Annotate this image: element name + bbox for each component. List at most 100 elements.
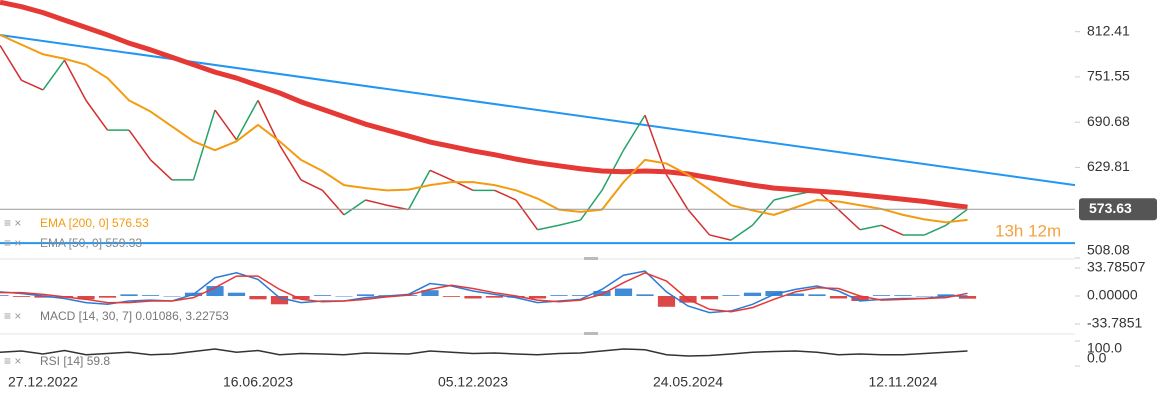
price-segment xyxy=(42,59,66,91)
histogram-bar xyxy=(937,294,955,296)
price-segment xyxy=(515,199,539,231)
histogram-bar xyxy=(614,288,633,296)
histogram-bar xyxy=(98,296,117,298)
histogram-bar xyxy=(163,296,181,297)
price-segment xyxy=(300,179,323,192)
x-tick-label: 12.11.2024 xyxy=(868,374,937,390)
price-segment xyxy=(214,109,238,141)
x-tick-label: 05.12.2023 xyxy=(438,374,508,390)
legend-icon: ≡ × xyxy=(4,216,21,230)
y-tick-label: 33.78507 xyxy=(1087,259,1146,275)
histogram-bar xyxy=(851,296,869,301)
histogram-bar xyxy=(249,296,267,300)
price-segment xyxy=(343,199,366,216)
histogram-bar xyxy=(0,295,9,296)
histogram-bar xyxy=(356,294,375,296)
histogram-bar xyxy=(872,295,891,296)
histogram-bar xyxy=(528,296,547,299)
price-segment xyxy=(773,194,796,201)
ema-line xyxy=(0,34,968,224)
price-label-box xyxy=(1079,198,1157,221)
price-segment xyxy=(429,169,452,181)
histogram-bar xyxy=(335,296,353,297)
price-segment xyxy=(0,44,23,81)
histogram-bar xyxy=(550,295,568,296)
price-segment xyxy=(537,224,560,231)
y-tick-label: 0.0 xyxy=(1087,350,1107,366)
price-segment xyxy=(128,129,152,161)
histogram-bar xyxy=(120,294,138,296)
histogram-bar xyxy=(743,292,762,296)
price-segment xyxy=(881,224,904,236)
histogram-bar xyxy=(292,296,310,300)
histogram-bar xyxy=(313,295,332,296)
price-segment xyxy=(665,174,689,211)
price-label: 573.63 xyxy=(1089,200,1132,216)
histogram-bar xyxy=(786,293,805,296)
histogram-bar xyxy=(442,296,461,297)
price-segment xyxy=(558,219,581,227)
legend-entry: MACD [14, 30, 7] 0.01086, 3.22753 xyxy=(40,309,229,323)
pane-handle xyxy=(584,257,598,260)
price-segment xyxy=(278,144,302,181)
legend-entry: RSI [14] 59.8 xyxy=(40,354,110,368)
price-segment xyxy=(494,189,517,201)
histogram-bar xyxy=(270,296,289,305)
histogram-bar xyxy=(485,296,504,298)
price-segment xyxy=(837,209,861,231)
y-tick-label: 0.00000 xyxy=(1087,287,1138,303)
indicator-line xyxy=(0,271,968,313)
histogram-bar xyxy=(34,296,52,298)
histogram-bar xyxy=(227,292,246,296)
countdown: 13h 12m xyxy=(995,221,1061,240)
histogram-bar xyxy=(722,295,740,296)
price-segment xyxy=(709,234,732,241)
x-tick-label: 24.05.2024 xyxy=(653,374,723,390)
histogram-bar xyxy=(571,295,590,296)
price-segment xyxy=(407,169,431,211)
price-segment xyxy=(687,209,711,236)
histogram-bar xyxy=(657,296,676,307)
histogram-bar xyxy=(808,294,826,296)
histogram-bar xyxy=(141,295,160,296)
legend-icon: ≡ × xyxy=(4,354,21,368)
price-segment xyxy=(63,59,87,101)
histogram-bar xyxy=(915,296,934,297)
x-tick-label: 27.12.2022 xyxy=(8,374,78,390)
plot: 812.41 751.55 690.68 629.81 508.08 573.63 13h … xyxy=(0,0,1157,390)
legend-icon: ≡ × xyxy=(4,309,21,323)
price-segment xyxy=(644,114,668,175)
price-segment xyxy=(21,79,44,91)
histogram-bar xyxy=(77,296,95,300)
legend-entry: EMA [50, 0] 559.33 xyxy=(40,236,142,250)
pane-handle xyxy=(584,332,598,335)
y-tick-label: 100.0 xyxy=(1087,340,1122,356)
histogram-bar xyxy=(464,296,482,299)
histogram-bar xyxy=(12,296,31,297)
histogram-bar xyxy=(765,291,783,296)
indicator-line xyxy=(0,348,968,357)
histogram-bar xyxy=(206,286,224,296)
x-tick-label: 16.06.2023 xyxy=(223,374,293,390)
price-segment xyxy=(149,159,173,181)
ema-line xyxy=(0,0,968,210)
legend-icon: ≡ × xyxy=(4,236,21,250)
price-segment xyxy=(365,199,388,206)
histogram-bar xyxy=(700,296,719,300)
y-tick-label: 508.08 xyxy=(1087,242,1130,258)
y-tick-label: 751.55 xyxy=(1087,68,1130,84)
histogram-bar xyxy=(507,296,525,298)
histogram-bar xyxy=(636,294,654,296)
price-segment xyxy=(924,224,947,236)
histogram-bar xyxy=(421,290,439,296)
y-tick-label: -33.7851 xyxy=(1087,315,1142,331)
price-segment xyxy=(859,224,882,231)
y-tick-label: 812.41 xyxy=(1087,22,1130,38)
legend-entry: EMA [200, 0] 576.53 xyxy=(40,216,149,230)
y-tick-label: 629.81 xyxy=(1087,158,1130,174)
price-segment xyxy=(85,99,109,131)
price-segment xyxy=(235,100,259,141)
